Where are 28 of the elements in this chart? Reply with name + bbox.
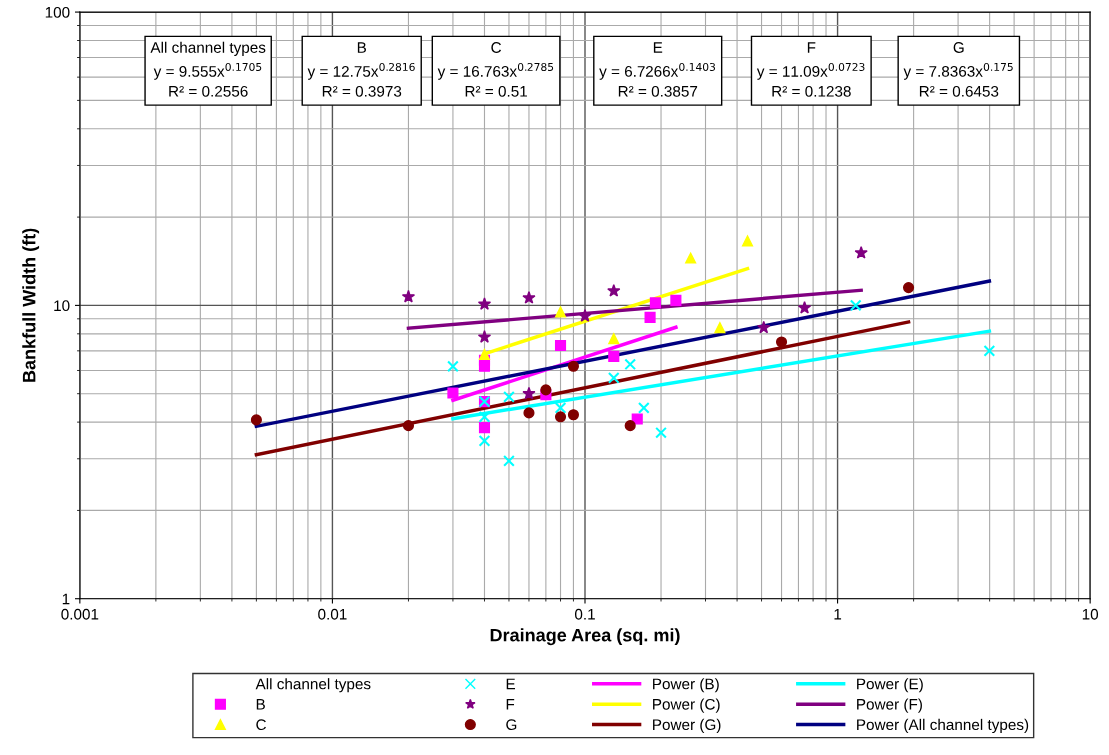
x-tick-label: 0.1 (574, 608, 595, 620)
y-axis-title: Bankfull Width (ft) (22, 228, 40, 382)
x-tick-label: 0.01 (318, 608, 347, 620)
legend-label: B (256, 699, 265, 710)
text: G y = 7.8363x$^{0.175}$ R² = 0.6453 (903, 42, 1013, 97)
text: All channel types y = 9.555x$^{0.1705}$ R² = 0.2556 (150, 41, 266, 97)
legend-label: F (506, 699, 515, 710)
y-tick-label: 10 (54, 300, 70, 312)
legend-label: All channel types (255, 678, 371, 693)
text: E y = 6.7266x$^{0.1403}$ R² = 0.3857 (599, 42, 716, 97)
legend-label: G (506, 719, 517, 731)
legend-label: Power (E) (857, 678, 923, 693)
legend-label: Power (B) (653, 678, 719, 693)
text: C y = 16.763x$^{0.2785}$ R² = 0.51 (437, 42, 554, 97)
legend-label: Power (F) (857, 698, 922, 713)
x-tick-label: 1 (834, 609, 842, 620)
legend-label: Power (All channel types) (857, 718, 1029, 734)
legend-label: Power (C) (653, 698, 720, 713)
text: B y = 12.75x$^{0.2816}$ R² = 0.3973 (307, 42, 415, 97)
x-axis-title: Drainage Area (sq. mi) (490, 628, 680, 646)
legend-label: E (506, 678, 516, 690)
y-tick-label: 1 (62, 593, 70, 605)
x-tick-label: 0.001 (61, 608, 99, 620)
legend-label: C (256, 719, 266, 731)
text: F y = 11.09x$^{0.0723}$ R² = 0.1238 (756, 42, 865, 97)
y-tick-label: 100 (45, 6, 70, 18)
x-tick-label: 10 (1082, 608, 1099, 620)
legend-label: Power (G) (653, 718, 721, 734)
